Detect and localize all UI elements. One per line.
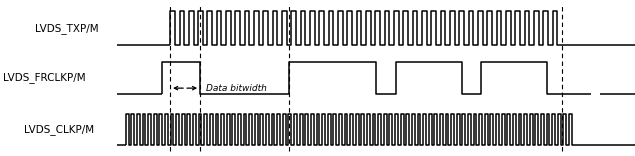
Text: LVDS_CLKP/M: LVDS_CLKP/M: [24, 124, 94, 135]
Text: LVDS_FRCLKP/M: LVDS_FRCLKP/M: [3, 73, 86, 83]
Text: LVDS_TXP/M: LVDS_TXP/M: [35, 23, 98, 34]
Text: Data bitwidth: Data bitwidth: [206, 84, 267, 93]
